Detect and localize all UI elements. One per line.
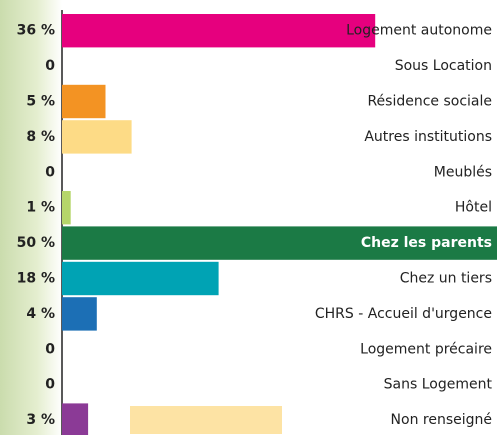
- bar: [62, 191, 71, 224]
- value-label: 0: [45, 164, 55, 180]
- value-label: 1 %: [26, 200, 55, 216]
- decoration: [130, 406, 282, 434]
- value-label: 3 %: [26, 412, 55, 428]
- bar: [62, 14, 375, 47]
- bar: [62, 297, 97, 330]
- category-label: CHRS - Accueil d'urgence: [315, 306, 492, 322]
- value-label: 5 %: [26, 94, 55, 110]
- category-label: Non renseigné: [391, 412, 492, 428]
- value-label: 0: [45, 341, 55, 357]
- category-label: Sous Location: [395, 58, 492, 74]
- bar: [62, 403, 88, 435]
- category-label: Sans Logement: [384, 377, 493, 393]
- category-label: Autres institutions: [364, 129, 492, 145]
- value-label: 0: [45, 58, 55, 74]
- value-label: 36 %: [17, 23, 55, 39]
- category-label: Logement précaire: [360, 341, 492, 357]
- value-label: 8 %: [26, 129, 55, 145]
- value-label: 4 %: [26, 306, 55, 322]
- value-label: 50 %: [17, 235, 55, 251]
- category-label: Chez un tiers: [400, 271, 492, 287]
- value-label: 0: [45, 377, 55, 393]
- category-label: Résidence sociale: [367, 94, 492, 110]
- category-label: Chez les parents: [361, 235, 492, 251]
- bar: [62, 85, 106, 118]
- value-label: 18 %: [17, 271, 55, 287]
- category-label: Meublés: [434, 164, 492, 180]
- bar: [62, 120, 132, 153]
- chart: Logement autonome 36 % Sous Location 0 Résid…: [0, 0, 504, 435]
- bar: [62, 262, 219, 295]
- category-label: Logement autonome: [346, 23, 492, 39]
- category-label: Hôtel: [455, 200, 492, 216]
